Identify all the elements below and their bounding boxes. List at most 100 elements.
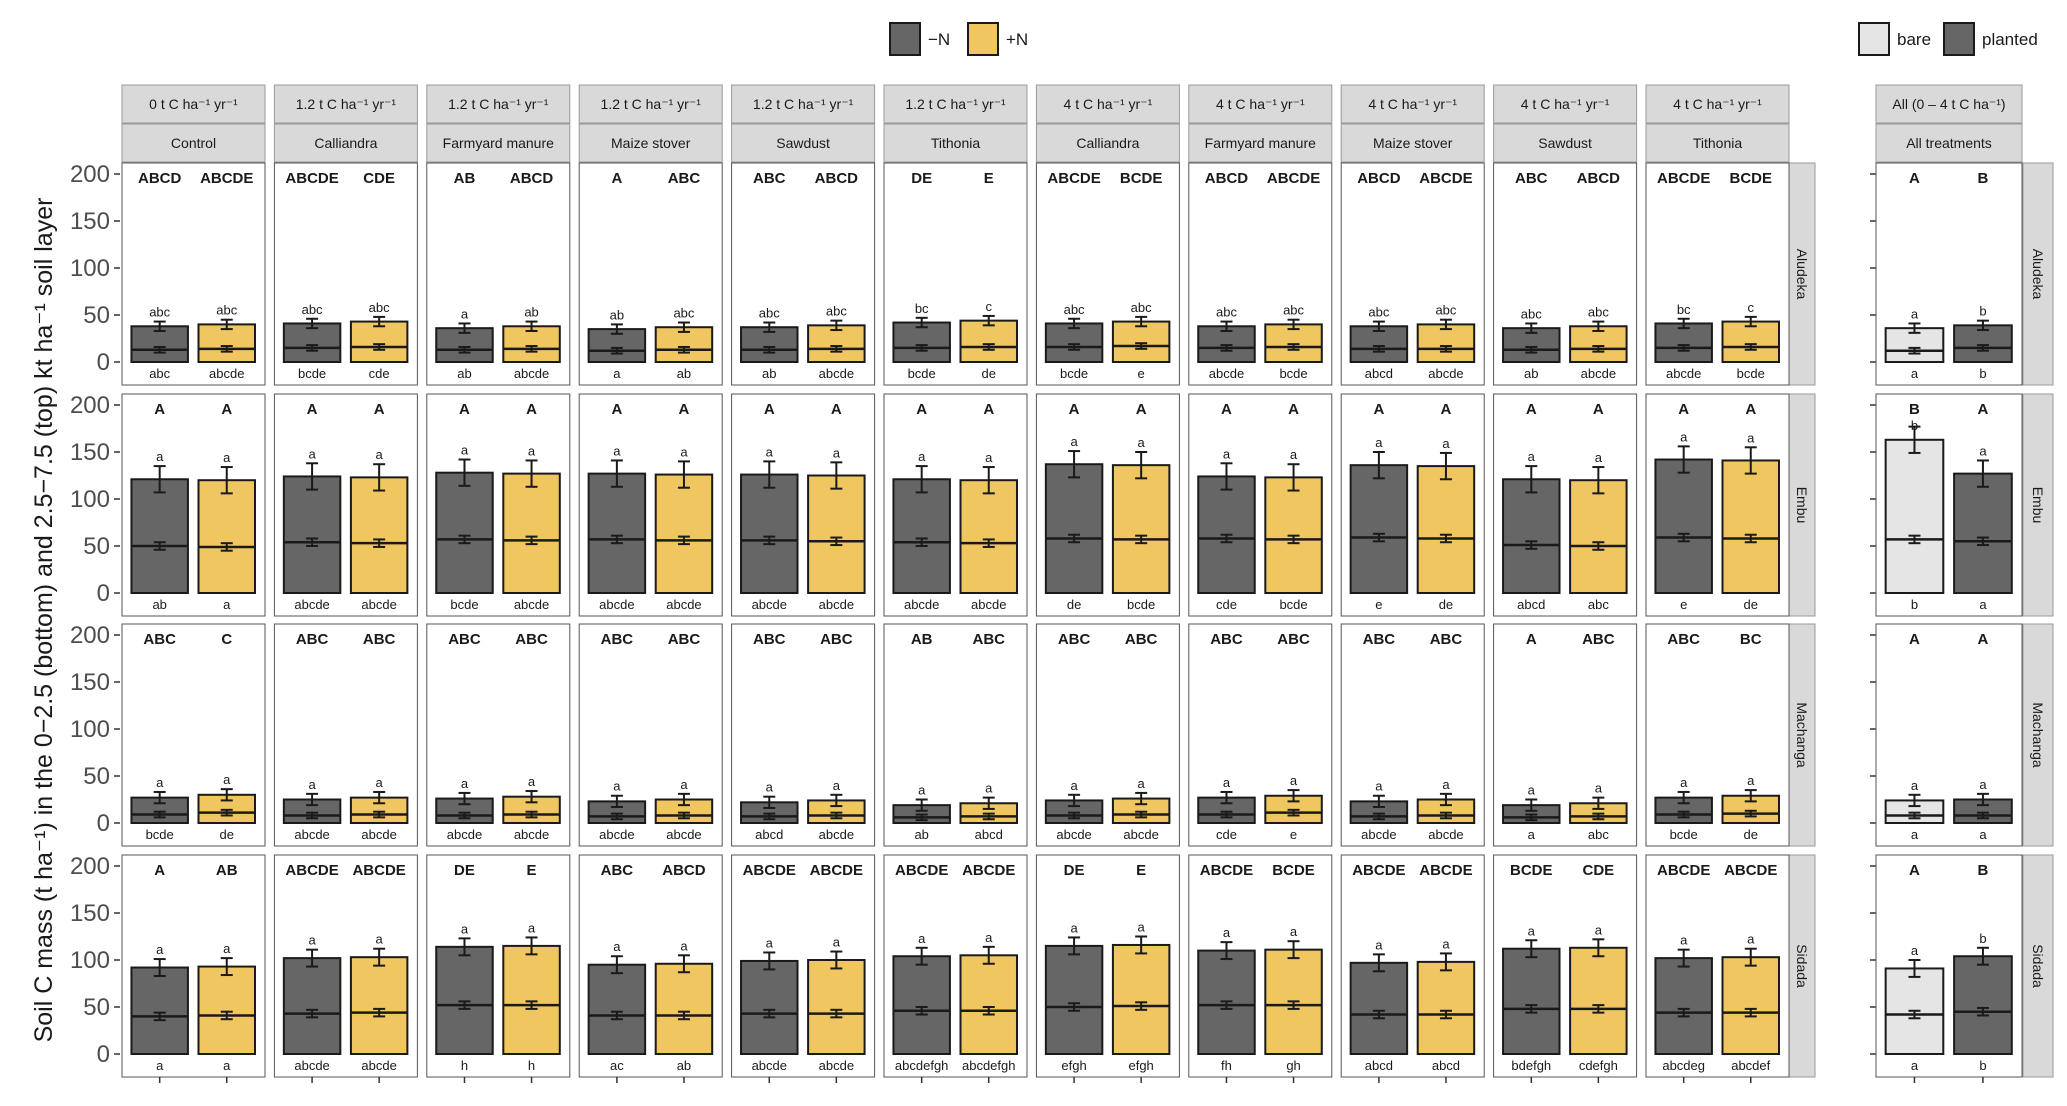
group-letter-bottom: ac bbox=[610, 1058, 624, 1073]
bar-total bbox=[435, 471, 494, 594]
group-letter-upper: BCDE bbox=[1510, 862, 1553, 879]
strip-treatment bbox=[731, 123, 876, 163]
panel: ABC a abcde ABC a abcde bbox=[1035, 623, 1180, 847]
group-letter-bottom: cde bbox=[1216, 597, 1237, 612]
group-letter-upper: A bbox=[916, 401, 927, 418]
panel: Aa a Aa a bbox=[1875, 623, 2023, 847]
group-letter-upper: ABCDE bbox=[285, 170, 338, 187]
group-letter-bottom: ab bbox=[677, 366, 691, 381]
group-letter-bottom: abcde bbox=[971, 597, 1006, 612]
group-letter-top: a bbox=[680, 938, 688, 953]
group-letter-bottom: a bbox=[223, 1058, 231, 1073]
group-letter-upper: A bbox=[1978, 631, 1989, 648]
group-letter-bottom: gh bbox=[1286, 1058, 1300, 1073]
bar-total bbox=[130, 796, 189, 824]
bar-total bbox=[502, 472, 561, 594]
group-letter-upper: A bbox=[831, 401, 842, 418]
bar-total bbox=[1569, 479, 1628, 595]
y-tick-label: 0 bbox=[97, 349, 110, 376]
bar-total bbox=[349, 476, 409, 595]
strip-treatment-label: Farmyard manure bbox=[1205, 135, 1316, 151]
group-letter-upper: A bbox=[1526, 631, 1537, 648]
strip-rate bbox=[273, 84, 418, 124]
bar-total bbox=[1654, 957, 1713, 1055]
group-letter-bottom: de bbox=[1439, 597, 1453, 612]
y-tick-label: 150 bbox=[70, 669, 110, 696]
bar-total bbox=[1953, 472, 2013, 594]
panel: ABCD abc abc ABCDE abc abcde bbox=[121, 162, 266, 386]
panel: Bb b Aa a bbox=[1875, 393, 2023, 617]
group-letter-bottom: bdefgh bbox=[1511, 1058, 1551, 1073]
group-letter-bottom: abcde bbox=[209, 366, 244, 381]
bar-total bbox=[1416, 960, 1476, 1056]
group-letter-upper: A bbox=[1221, 401, 1232, 418]
group-letter-top: a bbox=[1290, 447, 1298, 462]
bar-total bbox=[1111, 943, 1171, 1056]
group-letter-bottom: bcde bbox=[1279, 597, 1307, 612]
group-letter-upper: ABCDE bbox=[1200, 862, 1253, 879]
panel-header: 1.2 t C ha⁻¹ yr⁻¹ Farmyard manure bbox=[426, 84, 571, 163]
strip-treatment bbox=[426, 123, 571, 163]
panel-header: 4 t C ha⁻¹ yr⁻¹ Tithonia bbox=[1645, 84, 1790, 163]
group-letter-top: a bbox=[1680, 429, 1688, 444]
strip-rate bbox=[1188, 84, 1333, 124]
bar-total bbox=[1416, 323, 1476, 363]
bar-total bbox=[1721, 459, 1780, 594]
group-letter-top: a bbox=[1911, 943, 1919, 958]
group-letter-bottom: fh bbox=[1221, 1058, 1232, 1073]
legend-swatch-minus-n bbox=[889, 22, 921, 56]
group-letter-top: a bbox=[1223, 925, 1231, 940]
legend-label: +N bbox=[1006, 30, 1028, 49]
group-letter-bottom: a bbox=[1528, 827, 1536, 842]
group-letter-top: a bbox=[766, 780, 774, 795]
strip-rate bbox=[1875, 84, 2023, 124]
group-letter-bottom: abcde bbox=[1056, 827, 1091, 842]
site-strip-label: Sidada bbox=[2030, 944, 2046, 988]
group-letter-upper: ABC bbox=[1277, 631, 1310, 648]
strip-rate bbox=[121, 84, 266, 124]
group-letter-top: c bbox=[985, 299, 992, 314]
strip-treatment-label: Sawdust bbox=[1538, 135, 1592, 151]
bar-total bbox=[654, 473, 714, 594]
group-letter-top: a bbox=[1223, 775, 1231, 790]
group-letter-bottom: abcdef bbox=[1731, 1058, 1770, 1073]
group-letter-upper: A bbox=[1909, 170, 1920, 187]
strip-rate-label: 1.2 t C ha⁻¹ yr⁻¹ bbox=[601, 96, 702, 112]
bar-total bbox=[1264, 323, 1323, 363]
panel: ABCDE a abcde ABCDE a abcde bbox=[273, 854, 418, 1083]
y-tick-label: 100 bbox=[70, 486, 110, 513]
group-letter-upper: A bbox=[611, 401, 622, 418]
group-letter-bottom: abcde bbox=[514, 366, 549, 381]
panel: ABC a cde ABC a e bbox=[1188, 623, 1333, 847]
group-letter-upper: B bbox=[1978, 862, 1989, 879]
strip-rate bbox=[578, 84, 723, 124]
group-letter-top: a bbox=[461, 776, 469, 791]
group-letter-bottom: a bbox=[1911, 366, 1919, 381]
strip-treatment-label: Tithonia bbox=[931, 135, 981, 151]
group-letter-top: abc bbox=[826, 304, 847, 319]
group-letter-bottom: abcd bbox=[975, 827, 1003, 842]
group-letter-upper: A bbox=[1909, 631, 1920, 648]
group-letter-top: a bbox=[376, 447, 384, 462]
group-letter-upper: ABCD bbox=[1357, 170, 1400, 187]
group-letter-bottom: abcde bbox=[666, 827, 701, 842]
group-letter-top: a bbox=[1138, 920, 1146, 935]
group-letter-upper: ABC bbox=[668, 631, 701, 648]
strip-treatment bbox=[1340, 123, 1485, 163]
group-letter-top: ab bbox=[524, 305, 538, 320]
y-tick-label: 150 bbox=[70, 439, 110, 466]
group-letter-upper: AB bbox=[216, 862, 238, 879]
group-letter-upper: DE bbox=[1064, 862, 1085, 879]
group-letter-upper: A bbox=[1678, 401, 1689, 418]
y-tick-label: 100 bbox=[70, 947, 110, 974]
y-tick-label: 200 bbox=[70, 853, 110, 880]
group-letter-top: a bbox=[461, 443, 469, 458]
group-letter-bottom: abcde bbox=[514, 597, 549, 612]
group-letter-bottom: bcde bbox=[1127, 597, 1155, 612]
strip-treatment-label: All treatments bbox=[1906, 135, 1992, 151]
site-strip bbox=[2022, 623, 2054, 847]
site-strip-label: Machanga bbox=[2030, 702, 2046, 768]
bar-total bbox=[959, 479, 1018, 595]
bar-total bbox=[1044, 463, 1104, 594]
